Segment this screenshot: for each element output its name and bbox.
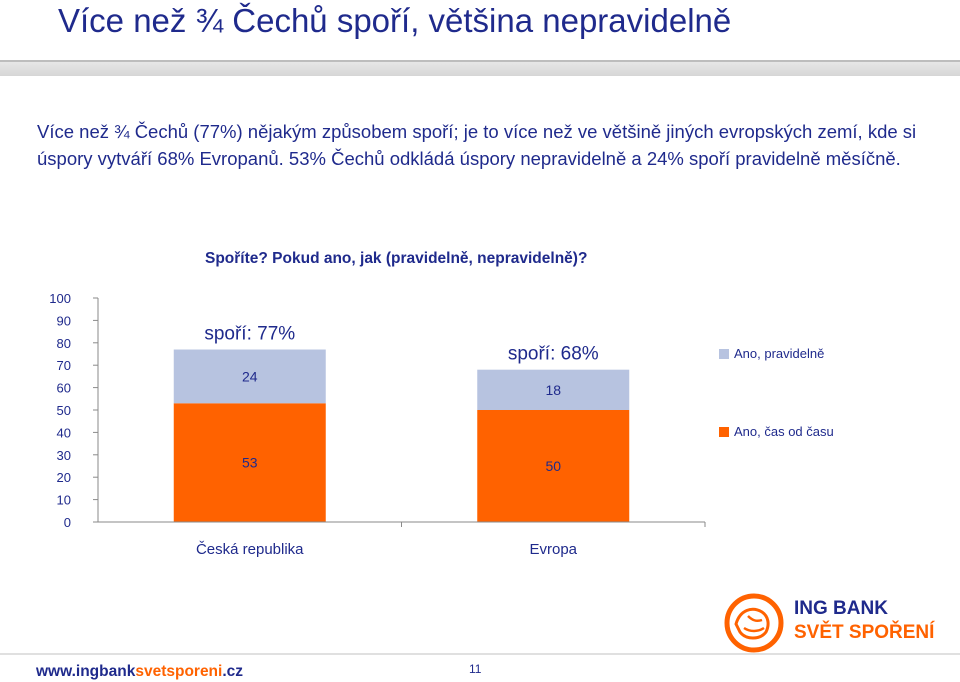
title-band-line [0, 60, 960, 62]
bar-segment [477, 369, 630, 410]
bar-segment [173, 349, 326, 404]
y-tick-label: 60 [57, 381, 71, 396]
slide-title: Více než ¾ Čechů spoří, většina nepravid… [58, 2, 732, 39]
footer-url[interactable]: www.ingbanksvetsporeni.cz [36, 663, 243, 681]
y-tick-label: 40 [57, 425, 71, 440]
legend: Ano, pravidelně Ano, čas od času [719, 346, 834, 439]
y-tick-label: 10 [57, 493, 71, 508]
y-tick-label: 90 [57, 313, 71, 328]
footer-url-accent: svetsporeni [135, 663, 223, 680]
y-tick-label: 80 [57, 336, 71, 351]
y-tick-label: 0 [64, 515, 71, 530]
y-tick-label: 50 [57, 403, 71, 418]
ing-bank-logo: ING BANK SVĚT SPOŘENÍ [722, 592, 944, 654]
legend-label: Ano, čas od času [734, 424, 834, 439]
x-axis: Česká republika Evropa [98, 521, 706, 558]
legend-swatch [719, 427, 729, 437]
legend-label: Ano, pravidelně [734, 346, 824, 361]
title-band [0, 60, 960, 76]
footer-url-prefix: www.ingbank [36, 663, 136, 680]
legend-swatch [719, 349, 729, 359]
y-tick-label: 70 [57, 358, 71, 373]
bar-value-label: 18 [545, 382, 561, 398]
bar-value-label: 24 [242, 368, 258, 384]
x-category-label: Česká republika [196, 541, 304, 558]
bar-labels: 53 24 spoří: 77% 50 18 spoří: 68% [204, 324, 598, 474]
footer-url-suffix: .cz [222, 663, 244, 680]
intro-text: Více než ¾ Čechů (77%) nějakým způsobem … [37, 121, 917, 169]
y-axis: 0 10 20 30 40 50 60 70 80 90 100 [49, 291, 99, 530]
bar-value-label: 53 [242, 455, 258, 471]
page-number: 11 [469, 662, 482, 676]
lion-globe-icon [724, 593, 784, 653]
stacked-bar-chart: 0 10 20 30 40 50 60 70 80 90 100 53 24 spoří: 77% 50 1… [49, 291, 834, 558]
logo-text-svet-sporeni: SVĚT SPOŘENÍ [794, 622, 935, 643]
bar-total-label: spoří: 77% [204, 324, 295, 345]
bar-segment [173, 403, 326, 522]
y-tick-label: 20 [57, 470, 71, 485]
chart-title: Spoříte? Pokud ano, jak (pravidelně, nep… [205, 250, 588, 267]
y-tick-label: 100 [49, 291, 71, 306]
y-tick-label: 30 [57, 448, 71, 463]
bars [173, 349, 630, 522]
x-category-label: Evropa [529, 541, 577, 558]
bar-total-label: spoří: 68% [508, 344, 599, 365]
bar-value-label: 50 [545, 458, 561, 474]
bar-segment [477, 410, 630, 522]
footer-line [0, 653, 960, 655]
logo-text-ing-bank: ING BANK [794, 598, 888, 619]
